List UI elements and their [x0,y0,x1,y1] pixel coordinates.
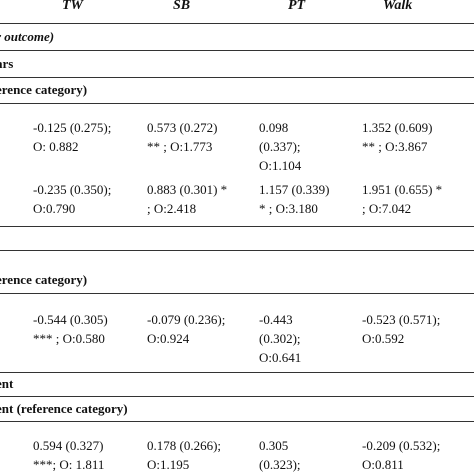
table-rule [0,50,474,51]
section-reference-category-2: erence category) [0,272,88,287]
table-rule [0,103,474,104]
table-cell-tw: -0.544 (0.305) *** ; O:0.580 [33,312,108,346]
table-rule [0,421,474,422]
table-cell-walk: -0.523 (0.571); O:0.592 [362,312,441,346]
table-cell-pt: -0.443 (0.302); O:0.641 [259,312,302,365]
table-cell-pt: 0.305 (0.323); [259,438,301,472]
table-cell-tw: -0.235 (0.350); O:0.790 [33,182,112,216]
table-cell-walk: 1.352 (0.609) ** ; O:3.867 [362,120,433,154]
table-cell-sb: -0.079 (0.236); O:0.924 [147,312,226,346]
table-rule [0,372,474,373]
table-rule [0,77,474,78]
table-rule [0,250,474,251]
section-reference-category-1: erence category) [0,82,88,97]
column-header-pt: PT [288,0,306,13]
column-header-walk: Walk [383,0,413,13]
column-header-sb: SB [173,0,191,13]
section-employment: ent [0,376,14,391]
table-rule [0,23,474,24]
table-rule [0,396,474,397]
table-rule [0,293,474,294]
table-cell-walk: 1.951 (0.655) *; O:7.042 [362,182,443,216]
column-header-tw: TW [62,0,83,13]
table-cell-sb: 0.573 (0.272) ** ; O:1.773 [147,120,218,154]
table-cell-tw: 0.594 (0.327) ***; O: 1.811 [33,438,105,472]
section-years: ars [0,56,14,71]
table-cell-pt: 0.098 (0.337); O:1.104 [259,120,302,173]
table-cell-walk: -0.209 (0.532); O:0.811 [362,438,441,472]
section-reference-category-3: ent (reference category) [0,401,128,416]
table-cell-sb: 0.883 (0.301) *; O:2.418 [147,182,228,216]
table-cell-tw: -0.125 (0.275); O: 0.882 [33,120,112,154]
table-rule [0,226,474,227]
table-cell-pt: 1.157 (0.339) * ; O:3.180 [259,182,330,216]
section-outcome: r outcome) [0,29,55,44]
table-cell-sb: 0.178 (0.266); O:1.195 [147,438,222,472]
